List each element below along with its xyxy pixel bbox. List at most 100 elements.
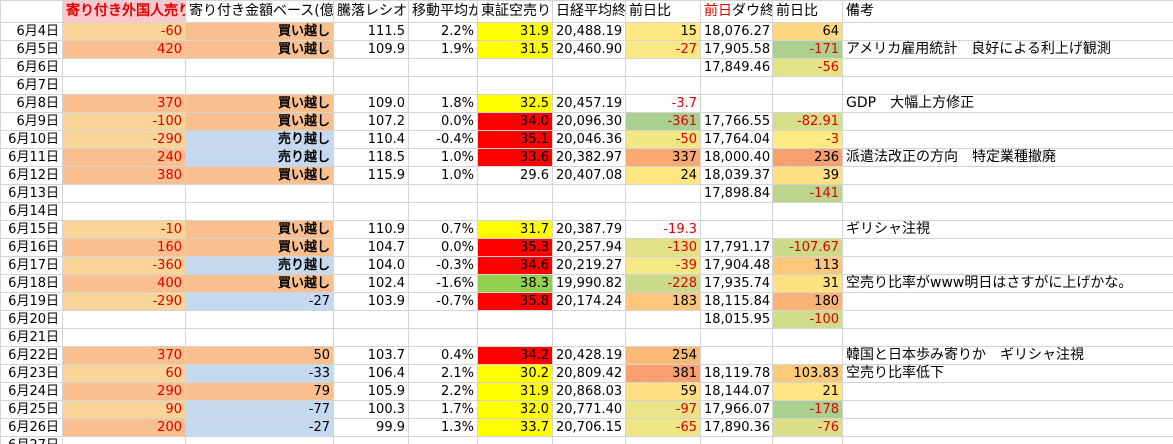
- cell: 20,407.08: [552, 166, 626, 185]
- cell: 売り越し: [185, 130, 334, 149]
- cell: 103.7: [333, 346, 409, 365]
- cell: 19,990.82: [552, 274, 626, 293]
- cell: -39: [625, 256, 701, 275]
- cell: 33.7: [477, 418, 553, 437]
- cell: 290: [62, 382, 186, 401]
- cell: -27: [185, 418, 334, 437]
- date-cell: 6月19日: [0, 292, 63, 311]
- cell: -3: [772, 130, 843, 149]
- cell: 20,219.27: [552, 256, 626, 275]
- header-cell: 東証空売り比率: [477, 0, 553, 23]
- data-row: 6月6日 17,849.46 -56: [0, 58, 1173, 77]
- cell: 400: [62, 274, 186, 293]
- cell: 64: [772, 22, 843, 41]
- header-cell: 寄り付き外国人売り買い(万株): [62, 0, 186, 23]
- cell: [842, 382, 1173, 401]
- cell: 35.1: [477, 130, 553, 149]
- cell: 15: [625, 22, 701, 41]
- cell: 34.0: [477, 112, 553, 131]
- cell: 32.5: [477, 94, 553, 113]
- cell: 107.2: [333, 112, 409, 131]
- cell: 20,387.79: [552, 220, 626, 239]
- cell: [842, 238, 1173, 257]
- cell: [62, 310, 186, 329]
- cell: 17,898.84: [700, 184, 773, 203]
- cell: 18,015.95: [700, 310, 773, 329]
- cell: 106.4: [333, 364, 409, 383]
- data-row: 6月16日 160 買い越し 104.7 0.0% 35.3 20,257.94 -130 17…: [0, 238, 1173, 257]
- cell: 31.7: [477, 220, 553, 239]
- cell: 買い越し: [185, 94, 334, 113]
- cell: 113: [772, 256, 843, 275]
- note-cell: アメリカ雇用統計 良好による利上げ観測: [842, 40, 1173, 59]
- cell: 236: [772, 148, 843, 167]
- cell: 103.83: [772, 364, 843, 383]
- cell: [408, 328, 478, 347]
- cell: [842, 418, 1173, 437]
- cell: [408, 184, 478, 203]
- cell: 102.4: [333, 274, 409, 293]
- note-cell: 韓国と日本歩み寄りか ギリシャ注視: [842, 346, 1173, 365]
- header-cell: [0, 0, 63, 23]
- cell: -130: [625, 238, 701, 257]
- data-row: 6月22日 370 50 103.7 0.4% 34.2 20,428.19 254 韓国と日本…: [0, 346, 1173, 365]
- data-row: 6月11日 240 売り越し 118.5 1.0% 33.6 20,382.97 337 18,…: [0, 148, 1173, 167]
- cell: 35.3: [477, 238, 553, 257]
- cell: 20,096.30: [552, 112, 626, 131]
- cell: [477, 58, 553, 77]
- data-row: 6月15日 -10 買い越し 110.9 0.7% 31.7 20,387.79 -19.3 ギ…: [0, 220, 1173, 239]
- cell: 381: [625, 364, 701, 383]
- cell: [842, 76, 1173, 95]
- cell: 105.9: [333, 382, 409, 401]
- cell: [62, 202, 186, 221]
- cell: 18,000.40: [700, 148, 773, 167]
- cell: -50: [625, 130, 701, 149]
- cell: [842, 256, 1173, 275]
- cell: 0.0%: [408, 112, 478, 131]
- cell: [625, 436, 701, 444]
- cell: -3.7: [625, 94, 701, 113]
- cell: 420: [62, 40, 186, 59]
- cell: 100.3: [333, 400, 409, 419]
- date-cell: 6月18日: [0, 274, 63, 293]
- cell: 売り越し: [185, 148, 334, 167]
- date-cell: 6月26日: [0, 418, 63, 437]
- cell: [408, 76, 478, 95]
- header-text: ダウ終値: [732, 3, 772, 19]
- date-cell: 6月9日: [0, 112, 63, 131]
- cell: 買い越し: [185, 166, 334, 185]
- data-row: 6月14日: [0, 202, 1173, 221]
- cell: 31.9: [477, 382, 553, 401]
- cell: 20,771.40: [552, 400, 626, 419]
- cell: -10: [62, 220, 186, 239]
- date-cell: 6月12日: [0, 166, 63, 185]
- cell: 1.8%: [408, 94, 478, 113]
- cell: [185, 184, 334, 203]
- cell: [842, 202, 1173, 221]
- data-row: 6月21日: [0, 328, 1173, 347]
- cell: 20,868.03: [552, 382, 626, 401]
- cell: 104.0: [333, 256, 409, 275]
- cell: 買い越し: [185, 274, 334, 293]
- header-cell: 日経平均終値: [552, 0, 626, 23]
- date-cell: 6月23日: [0, 364, 63, 383]
- cell: 79: [185, 382, 334, 401]
- cell: 2.1%: [408, 364, 478, 383]
- header-cell: 前日比: [625, 0, 701, 23]
- note-cell: GDP 大幅上方修正: [842, 94, 1173, 113]
- cell: -361: [625, 112, 701, 131]
- note-cell: 空売り比率がwww明日はさすがに上げかな。: [842, 274, 1173, 293]
- cell: 買い越し: [185, 238, 334, 257]
- cell: 99.9: [333, 418, 409, 437]
- cell: 20,257.94: [552, 238, 626, 257]
- cell: -27: [625, 40, 701, 59]
- data-row: 6月10日 -290 売り越し 110.4 -0.4% 35.1 20,046.36 -50 1…: [0, 130, 1173, 149]
- cell: [333, 310, 409, 329]
- cell: [552, 202, 626, 221]
- cell: 18,119.78: [700, 364, 773, 383]
- cell: 20,046.36: [552, 130, 626, 149]
- cell: -178: [772, 400, 843, 419]
- data-row: 6月5日 420 買い越し 109.9 1.9% 31.5 20,460.90 -27 17,9…: [0, 40, 1173, 59]
- cell: [185, 76, 334, 95]
- cell: [62, 58, 186, 77]
